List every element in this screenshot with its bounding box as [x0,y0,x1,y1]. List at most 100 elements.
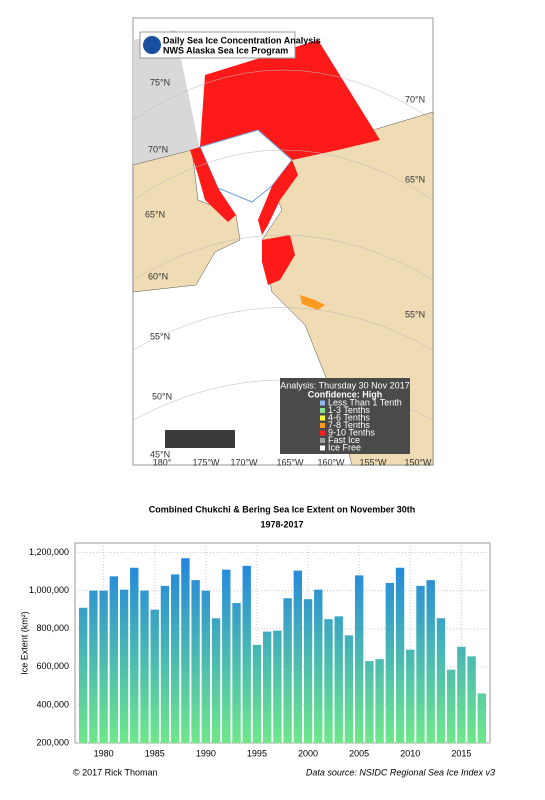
bar [314,589,323,743]
footer-source: Data source: NSIDC Regional Sea Ice Inde… [306,767,495,777]
bar [222,569,231,743]
bar [293,570,303,743]
legend-label: 7-8 Tenths [328,420,370,430]
bar [303,599,313,743]
bar [467,656,476,743]
lat-label: 65°N [145,209,165,219]
bar [457,646,466,743]
legend-swatch [320,408,325,413]
chart-subtitle: 1978-2017 [260,519,303,529]
bar [334,616,343,743]
lon-label: 175°W [192,457,220,467]
legend-confidence: Confidence: High [308,389,383,399]
bar [150,609,159,743]
y-tick-label: 200,000 [36,737,69,747]
bar [119,589,129,743]
bar [446,669,456,743]
y-axis-label: Ice Extent (km²) [19,611,29,675]
land-alaska [261,111,434,466]
lat-label: 55°N [150,331,170,341]
bar [395,567,405,743]
bar [160,585,170,743]
bar [242,565,251,743]
bar [181,558,190,743]
legend-swatch [320,445,325,451]
bar [324,619,333,743]
lat-label: 65°N [405,174,425,184]
map [132,17,434,466]
legend-box [280,378,410,454]
bar [344,635,354,743]
y-tick-label: 400,000 [36,699,69,709]
lon-label: 155°W [359,457,387,467]
map-title: Daily Sea Ice Concentration Analysis [163,35,321,45]
legend-label: 9-10 Tenths [328,427,375,437]
lon-label: 165°W [276,457,304,467]
lon-label: 170°W [230,457,258,467]
y-tick-label: 1,200,000 [29,547,69,557]
bar [385,583,395,743]
bar [211,618,221,743]
footer-credit: © 2017 Rick Thoman [73,767,158,777]
bar [262,631,272,743]
lon-label: 180° [153,457,172,467]
legend-label: 1-3 Tenths [328,405,370,415]
bar [365,661,374,743]
logo-box [139,31,296,59]
lon-label: 150°W [404,457,432,467]
x-tick-label: 1980 [94,748,114,758]
bar [170,574,180,743]
x-tick-label: 2000 [298,748,318,758]
map-subtitle: NWS Alaska Sea Ice Program [163,45,288,55]
noaa-logo [143,36,161,54]
x-tick-label: 1995 [247,748,267,758]
bar [140,590,149,743]
land-russia [132,149,241,293]
bar [273,630,282,743]
ice-chukotka [190,147,236,222]
bar [232,603,241,743]
ice-alaska-coast [258,160,298,235]
lat-label: 60°N [148,271,168,281]
y-tick-label: 1,000,000 [29,585,69,595]
scale-bar [165,430,235,448]
sea-ice-north [200,40,380,160]
graticule [132,69,434,421]
chart-title: Combined Chukchi & Bering Sea Ice Extent… [149,504,416,514]
legend-title: Analysis: Thursday 30 Nov 2017 [280,380,409,390]
x-tick-label: 2005 [349,748,369,758]
bar [99,590,108,743]
bar [283,598,292,743]
bar [89,590,98,743]
lat-label: 70°N [148,144,168,154]
bar [406,649,415,743]
lat-label: 45°N [150,449,170,459]
ice-bristol [300,295,325,310]
lon-label: 160°W [317,457,345,467]
bar [252,644,262,743]
ice-norton [262,235,295,285]
y-tick-label: 800,000 [36,623,69,633]
x-tick-label: 1985 [145,748,165,758]
legend-swatch [320,415,325,421]
bar [477,693,487,743]
bar [130,567,139,743]
lat-label: 50°N [152,391,172,401]
bar [426,580,435,743]
x-tick-label: 2010 [400,748,420,758]
bar [109,576,119,743]
bar [416,585,425,743]
bar [436,618,446,743]
bar [354,575,364,743]
x-tick-label: 2015 [451,748,471,758]
legend-label: Less Than 1 Tenth [328,397,402,407]
y-tick-label: 600,000 [36,661,69,671]
bar [78,607,88,743]
legend-swatch [320,400,325,406]
x-tick-label: 1990 [196,748,216,758]
lat-label: 75°N [150,77,170,87]
lat-label: 70°N [405,94,425,104]
legend-swatch [320,438,325,443]
